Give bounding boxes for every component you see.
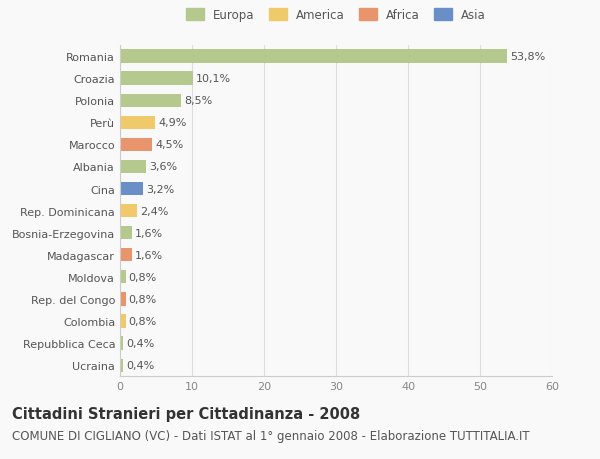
- Text: 8,5%: 8,5%: [184, 96, 212, 106]
- Text: 1,6%: 1,6%: [134, 250, 163, 260]
- Bar: [120, 205, 137, 218]
- Text: 10,1%: 10,1%: [196, 74, 231, 84]
- Text: 0,8%: 0,8%: [128, 294, 157, 304]
- Bar: [120, 183, 143, 196]
- Bar: [120, 359, 123, 372]
- Bar: [120, 337, 123, 350]
- Bar: [120, 315, 126, 328]
- Text: 3,2%: 3,2%: [146, 184, 174, 194]
- Text: 4,9%: 4,9%: [158, 118, 187, 128]
- Text: 4,5%: 4,5%: [155, 140, 184, 150]
- Bar: [120, 95, 181, 107]
- Bar: [120, 293, 126, 306]
- Bar: [120, 249, 131, 262]
- Text: 53,8%: 53,8%: [510, 52, 545, 62]
- Text: 0,8%: 0,8%: [128, 316, 157, 326]
- Bar: [120, 73, 193, 85]
- Bar: [120, 271, 126, 284]
- Bar: [120, 139, 152, 151]
- Bar: [120, 50, 508, 63]
- Bar: [120, 161, 146, 174]
- Bar: [120, 117, 155, 129]
- Text: COMUNE DI CIGLIANO (VC) - Dati ISTAT al 1° gennaio 2008 - Elaborazione TUTTITALI: COMUNE DI CIGLIANO (VC) - Dati ISTAT al …: [12, 429, 530, 442]
- Text: 1,6%: 1,6%: [134, 228, 163, 238]
- Text: Cittadini Stranieri per Cittadinanza - 2008: Cittadini Stranieri per Cittadinanza - 2…: [12, 406, 360, 421]
- Text: 2,4%: 2,4%: [140, 206, 169, 216]
- Text: 0,8%: 0,8%: [128, 272, 157, 282]
- Text: 0,4%: 0,4%: [126, 338, 154, 348]
- Text: 3,6%: 3,6%: [149, 162, 177, 172]
- Legend: Europa, America, Africa, Asia: Europa, America, Africa, Asia: [186, 9, 486, 22]
- Bar: [120, 227, 131, 240]
- Text: 0,4%: 0,4%: [126, 360, 154, 370]
